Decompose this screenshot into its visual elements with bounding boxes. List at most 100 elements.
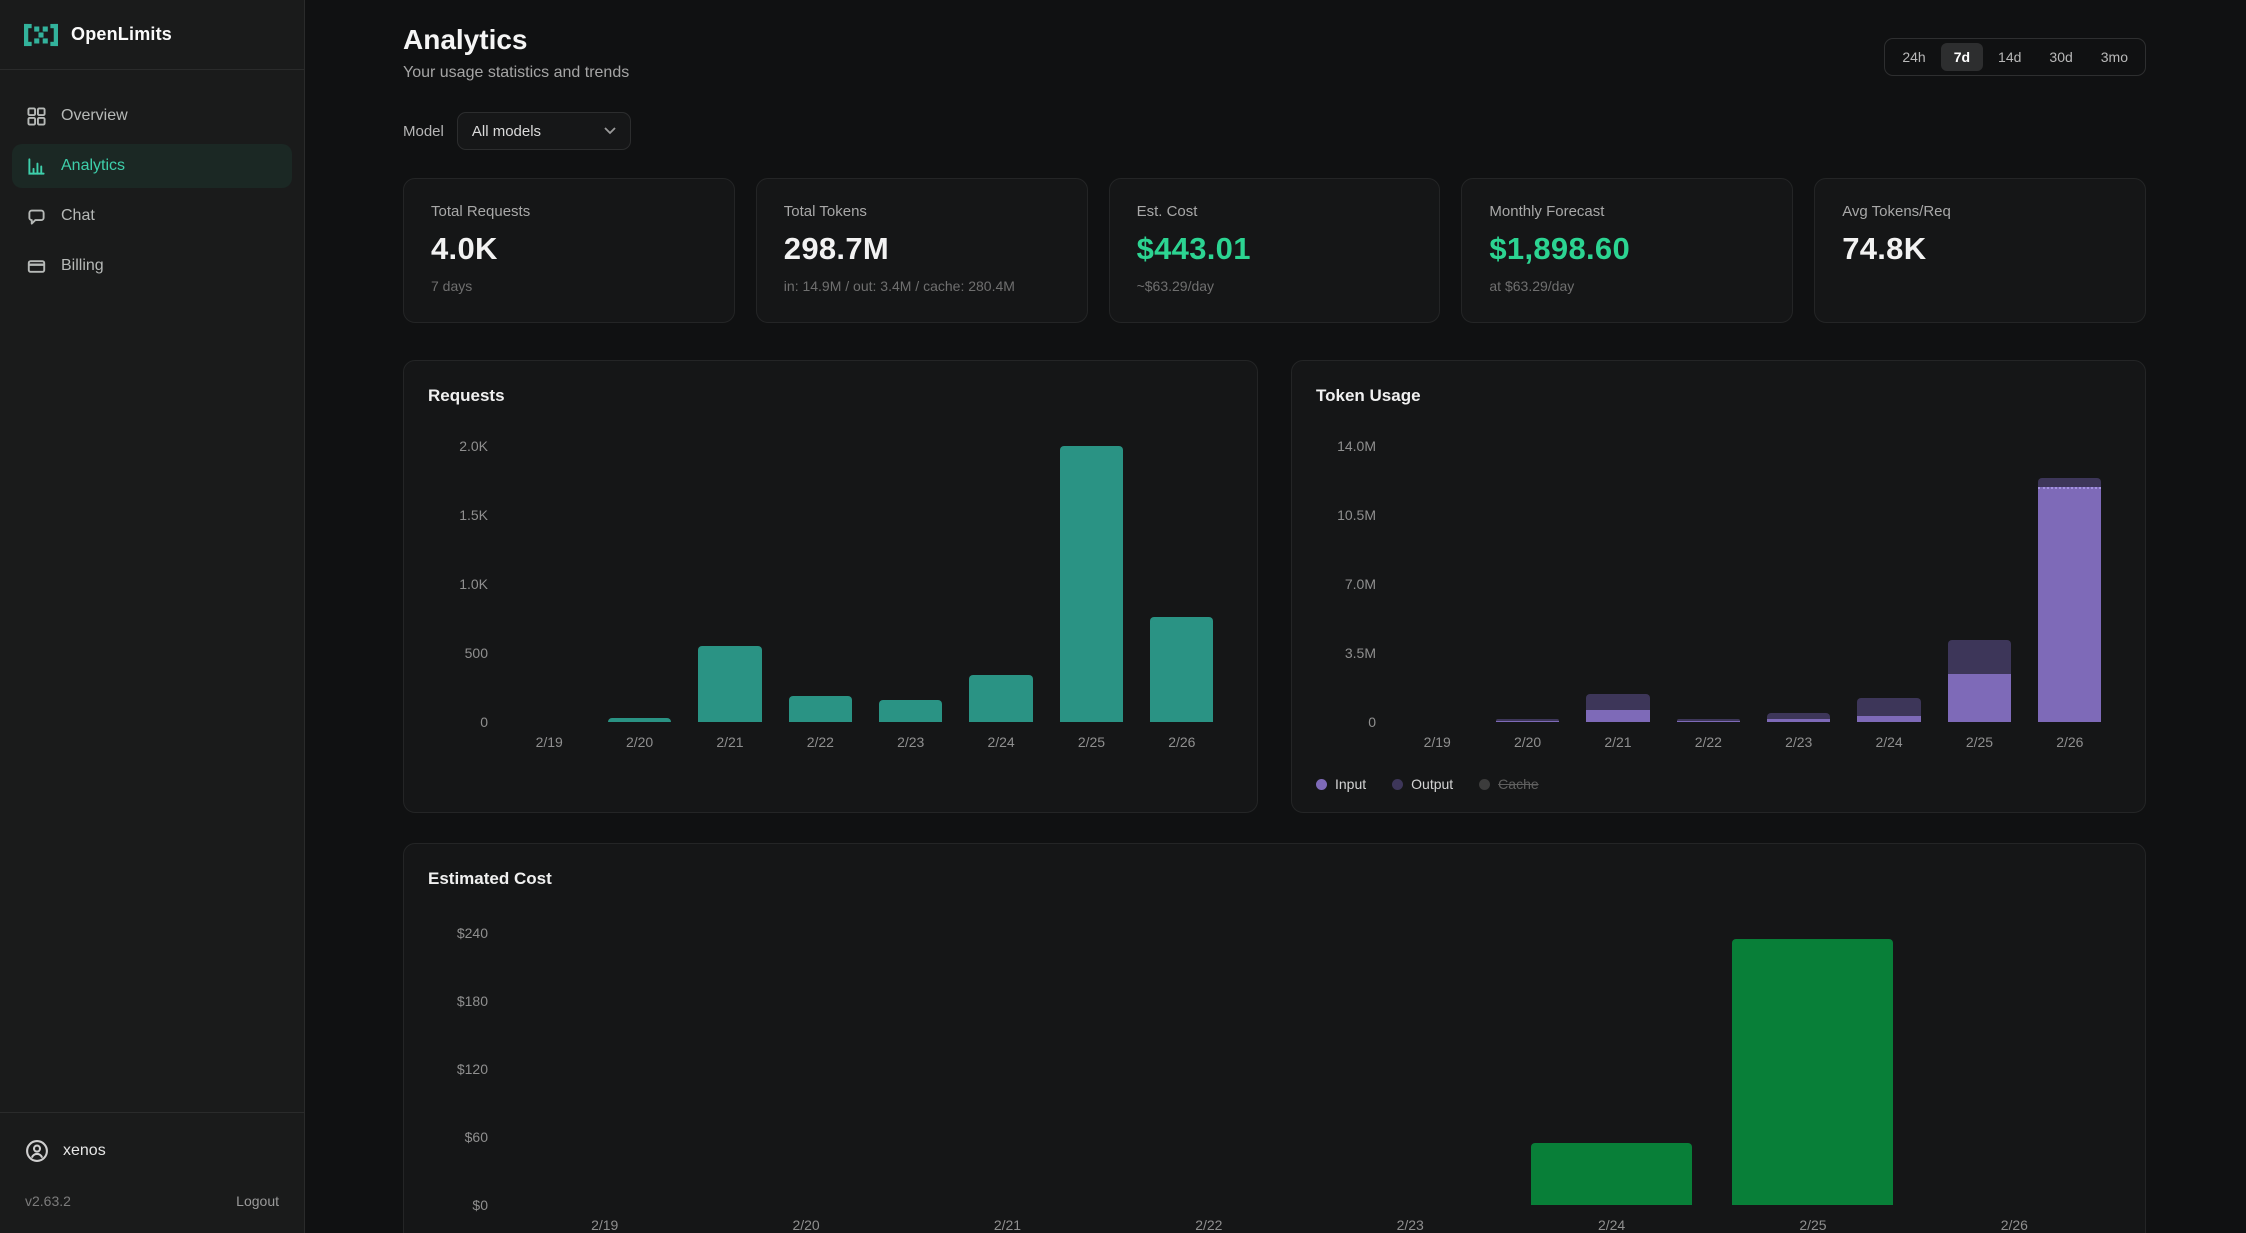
token-usage-bar-2/25: [1947, 640, 2012, 674]
x-axis-label: 2/26: [2056, 734, 2084, 750]
token-usage-bar-2/26: [2038, 477, 2102, 488]
y-axis-tick: $180: [456, 993, 488, 1009]
y-axis-tick: 14.0M: [1337, 438, 1376, 454]
sidebar-item-billing[interactable]: Billing: [12, 244, 292, 288]
sidebar-nav: Overview Analytics Chat Billing: [0, 70, 304, 312]
y-axis-tick: 0: [1368, 714, 1376, 730]
x-axis-label: 2/20: [1513, 734, 1542, 750]
stat-card-monthly-forecast: Monthly Forecast $1,898.60 at $63.29/day: [1461, 178, 1794, 323]
range-button-24h[interactable]: 24h: [1902, 49, 1926, 65]
logout-button[interactable]: Logout: [236, 1193, 279, 1209]
token-usage-bar-2/24: [1857, 716, 1921, 722]
y-axis-tick: 10.5M: [1337, 507, 1376, 523]
range-button-30d[interactable]: 30d: [2049, 49, 2073, 65]
model-label: Model: [403, 122, 444, 140]
stat-sub: ~$63.29/day: [1136, 278, 1215, 294]
y-axis-tick: $240: [456, 925, 488, 941]
chevron-down-icon: [604, 127, 616, 135]
legend-item-input[interactable]: Input: [1316, 776, 1366, 792]
sidebar: OpenLimits Overview Analytics Chat: [0, 0, 305, 1233]
stat-value: 4.0K: [431, 231, 498, 266]
sidebar-item-label: Billing: [61, 257, 104, 274]
x-axis-label: 2/20: [792, 1217, 820, 1233]
y-axis-tick: 7.0M: [1344, 576, 1376, 592]
requests-bar-2/24: [969, 675, 1033, 722]
x-axis-label: 2/26: [1168, 734, 1196, 750]
token-usage-chart-xlabels: 2/19 2/20 2/21 2/22 2/23 2/24 2/25 2/26: [1392, 734, 2115, 750]
y-axis-tick: 1.5K: [459, 507, 488, 523]
username: xenos: [63, 1142, 106, 1159]
x-axis-label: 2/21: [716, 734, 744, 750]
sidebar-item-chat[interactable]: Chat: [12, 194, 292, 238]
logo-row: OpenLimits: [0, 0, 304, 70]
token-usage-bar-2/20: [1495, 721, 1560, 722]
time-range-group: 24h 7d 14d 30d 3mo: [1884, 38, 2146, 76]
stat-label: Monthly Forecast: [1489, 203, 1605, 220]
y-axis-tick: 2.0K: [459, 438, 488, 454]
estimated-cost-chart-card: Estimated Cost $240 $180 $120 $60 $0 2/19 2/2…: [403, 843, 2146, 1233]
stat-value: $1,898.60: [1489, 231, 1631, 266]
range-button-14d[interactable]: 14d: [1998, 49, 2022, 65]
model-filter-row: Model All models: [403, 112, 2146, 150]
y-axis-tick: 0: [480, 714, 488, 730]
chart-title: Requests: [428, 386, 505, 405]
requests-bar-2/25: [1059, 446, 1124, 722]
token-usage-bar-2/22: [1676, 719, 1740, 722]
sidebar-item-overview[interactable]: Overview: [12, 94, 292, 138]
x-axis-label: 2/24: [1875, 734, 1903, 750]
stat-label: Total Requests: [431, 203, 531, 220]
x-axis-label: 2/25: [1077, 734, 1106, 750]
token-usage-bar-2/22: [1676, 721, 1740, 722]
requests-chart-plot: 2.0K 1.5K 1.0K 500 0: [459, 438, 1227, 730]
requests-bar-2/26: [1150, 617, 1214, 722]
legend-dot: [1479, 778, 1491, 790]
x-axis-label: 2/19: [591, 1217, 619, 1233]
sidebar-item-label: Analytics: [61, 157, 126, 174]
charts-row: Requests 2.0K 1.5K 1.0K 500 0 2/19 2/20 2/21 2/…: [403, 360, 2146, 813]
requests-bar-2/21: [698, 646, 762, 722]
brand-name: OpenLimits: [71, 24, 173, 44]
sidebar-item-label: Chat: [61, 207, 95, 224]
stat-label: Est. Cost: [1136, 203, 1198, 220]
stat-card-est-cost: Est. Cost $443.01 ~$63.29/day: [1108, 178, 1441, 323]
legend-item-output[interactable]: Output: [1392, 776, 1453, 792]
estimated-cost-bar-2/25: [1732, 938, 1894, 1205]
main-content: Analytics Your usage statistics and tren…: [305, 0, 2246, 1233]
app-version: v2.63.2: [25, 1193, 71, 1209]
user-row: xenos: [25, 1139, 279, 1163]
requests-bar-2/23: [879, 699, 943, 722]
token-usage-bar-2/21: [1586, 710, 1650, 722]
x-axis-label: 2/22: [1694, 734, 1722, 750]
legend-dot: [1392, 778, 1404, 790]
x-axis-label: 2/26: [2000, 1217, 2028, 1233]
chat-icon: [28, 209, 45, 225]
x-axis-label: 2/21: [1604, 734, 1632, 750]
page-subtitle: Your usage statistics and trends: [403, 64, 630, 81]
chart-title: Token Usage: [1316, 386, 1421, 405]
range-button-3mo[interactable]: 3mo: [2100, 49, 2128, 65]
stat-sub: in: 14.9M / out: 3.4M / cache: 280.4M: [783, 278, 1015, 294]
page-header: Analytics Your usage statistics and tren…: [403, 24, 2146, 82]
legend-label: Output: [1411, 776, 1454, 792]
sidebar-item-analytics[interactable]: Analytics: [12, 144, 292, 188]
x-axis-label: 2/25: [1965, 734, 1994, 750]
stat-value: 298.7M: [783, 231, 889, 266]
model-select[interactable]: All models: [456, 112, 631, 150]
token-usage-bar-2/21: [1586, 694, 1650, 711]
y-axis-tick: 3.5M: [1344, 645, 1376, 661]
x-axis-label: 2/25: [1799, 1217, 1827, 1233]
stat-card-total-tokens: Total Tokens 298.7M in: 14.9M / out: 3.4…: [755, 178, 1088, 323]
x-axis-label: 2/24: [987, 734, 1015, 750]
stat-label: Avg Tokens/Req: [1842, 203, 1951, 220]
stat-value: 74.8K: [1842, 231, 1927, 266]
token-usage-bar-2/23: [1767, 719, 1831, 722]
token-usage-chart-plot: 14.0M 10.5M 7.0M 3.5M 0: [1337, 438, 2115, 730]
legend-label: Cache: [1498, 776, 1539, 792]
page-title: Analytics: [403, 24, 528, 55]
y-axis-tick: 500: [464, 645, 488, 661]
legend-item-cache[interactable]: Cache: [1479, 776, 1539, 792]
x-axis-label: 2/23: [1785, 734, 1813, 750]
y-axis-tick: 1.0K: [459, 576, 488, 592]
grid-icon: [27, 106, 46, 126]
range-button-7d[interactable]: 7d: [1940, 43, 1984, 71]
